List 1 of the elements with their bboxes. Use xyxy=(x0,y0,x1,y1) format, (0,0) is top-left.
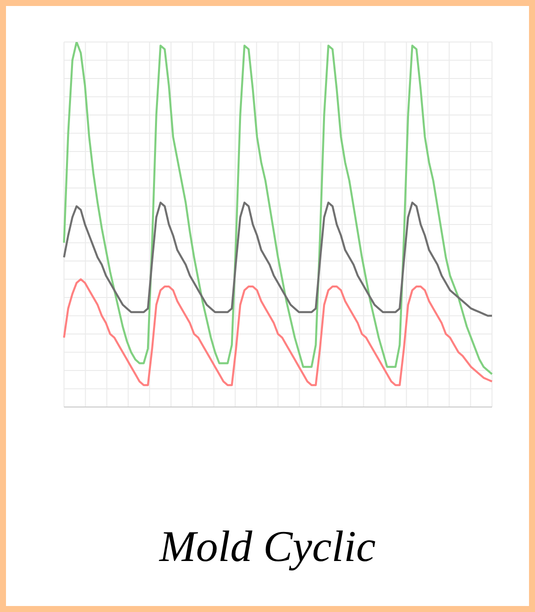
text: Mold Cyclic xyxy=(158,521,377,572)
